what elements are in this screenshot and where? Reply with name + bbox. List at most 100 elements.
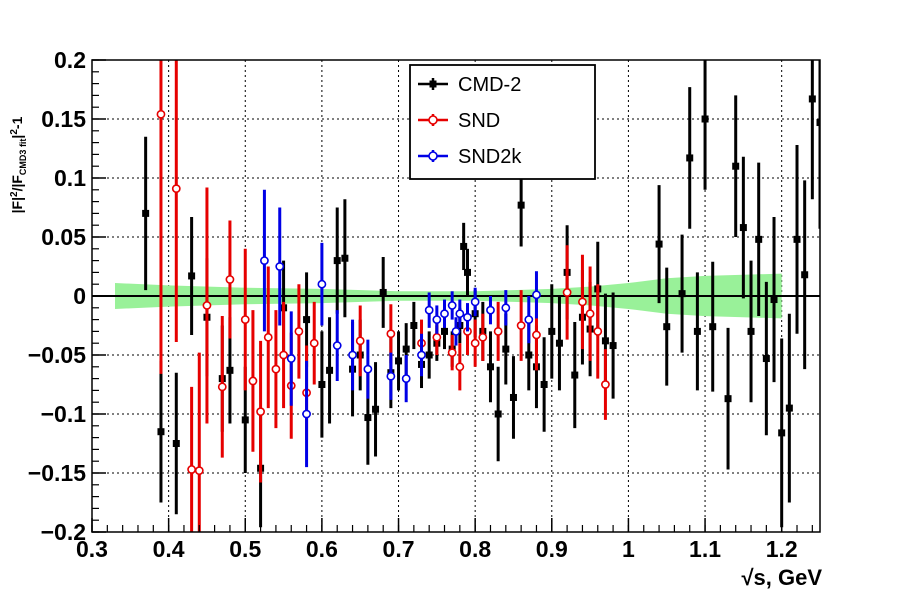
data-point xyxy=(816,119,820,127)
data-point xyxy=(686,154,694,162)
data-point xyxy=(171,184,181,194)
data-point xyxy=(824,316,831,323)
data-point xyxy=(494,410,502,418)
data-point xyxy=(402,345,410,353)
data-point xyxy=(501,303,511,313)
data-point xyxy=(585,309,595,319)
data-point xyxy=(424,305,434,315)
x-axis-title: √s, GeV xyxy=(741,565,822,590)
data-point xyxy=(693,327,701,335)
data-point xyxy=(441,327,449,335)
data-point xyxy=(341,254,349,262)
data-point xyxy=(470,338,480,348)
data-point xyxy=(578,297,587,307)
data-point xyxy=(263,332,273,342)
data-point xyxy=(188,272,196,280)
legend-label: CMD-2 xyxy=(458,74,521,96)
data-point xyxy=(451,326,461,336)
data-point xyxy=(294,326,304,336)
x-tick-label: 0.6 xyxy=(306,536,338,562)
data-point xyxy=(778,429,786,437)
data-point xyxy=(401,374,411,383)
data-series xyxy=(142,60,831,532)
data-point xyxy=(355,336,365,346)
data-point xyxy=(447,348,457,358)
data-point xyxy=(724,395,732,403)
data-point xyxy=(256,407,265,417)
data-point xyxy=(386,371,396,381)
data-point xyxy=(440,309,449,319)
data-point xyxy=(493,326,503,336)
y-tick-label: 0.1 xyxy=(54,165,86,191)
y-tick-label: −0.05 xyxy=(28,342,86,368)
data-point xyxy=(502,345,510,353)
data-point xyxy=(447,301,457,310)
data-point xyxy=(486,363,494,371)
data-point xyxy=(432,332,442,342)
data-point xyxy=(194,466,204,476)
legend-marker xyxy=(429,80,437,88)
data-point xyxy=(516,321,526,330)
data-point xyxy=(601,380,610,389)
data-point xyxy=(793,235,801,243)
legend-marker xyxy=(428,151,438,161)
y-axis-label-text: |F|2/|FCMD3 fit|2-1 xyxy=(9,116,28,213)
data-point xyxy=(372,405,380,413)
x-tick-label: 0.4 xyxy=(153,536,185,562)
data-point xyxy=(217,382,227,392)
data-point xyxy=(555,339,563,347)
x-tick-label: 0.3 xyxy=(76,536,108,562)
x-tick-label: 1.2 xyxy=(766,536,798,562)
data-point xyxy=(678,290,686,298)
y-tick-label: 0.05 xyxy=(41,224,86,250)
data-point xyxy=(275,262,285,271)
data-point xyxy=(593,326,603,336)
data-point xyxy=(241,416,249,424)
x-tick-label: 1.1 xyxy=(689,536,721,562)
data-point xyxy=(571,371,579,379)
data-point xyxy=(333,257,341,265)
series-snd2k xyxy=(260,189,541,468)
data-point xyxy=(332,341,342,350)
data-point xyxy=(302,409,311,419)
data-point xyxy=(326,366,334,374)
data-point xyxy=(226,366,234,374)
data-point xyxy=(202,301,212,310)
data-point xyxy=(463,268,471,276)
data-point xyxy=(386,329,396,339)
x-tick-label: 0.8 xyxy=(459,536,491,562)
y-tick-label: 0 xyxy=(73,283,86,309)
data-point xyxy=(348,350,357,360)
data-point xyxy=(532,330,541,340)
data-point xyxy=(417,350,426,360)
data-point xyxy=(172,440,180,447)
data-point xyxy=(364,414,372,422)
data-point xyxy=(303,316,311,324)
data-point xyxy=(410,322,418,329)
data-point xyxy=(455,309,465,319)
data-point xyxy=(801,271,809,279)
data-point xyxy=(225,275,235,284)
data-point xyxy=(709,323,717,331)
x-tick-label: 1 xyxy=(622,536,635,562)
data-point xyxy=(762,355,770,363)
legend: CMD-2 SND SND2k xyxy=(409,64,596,180)
data-point xyxy=(455,362,465,372)
data-point xyxy=(562,288,572,297)
data-point xyxy=(142,209,150,217)
data-point xyxy=(279,350,288,360)
data-point xyxy=(432,315,442,324)
data-point xyxy=(486,305,495,315)
data-point xyxy=(379,288,387,296)
legend-marker xyxy=(428,115,438,125)
data-point xyxy=(478,332,488,342)
data-point xyxy=(395,357,403,365)
data-point xyxy=(739,224,747,232)
y-axis-title: |F|2/|FCMD3 fit|2-1 xyxy=(9,116,28,213)
data-point xyxy=(524,315,534,324)
data-point xyxy=(663,323,671,331)
data-point xyxy=(548,327,556,335)
data-point xyxy=(260,256,269,265)
data-point xyxy=(425,351,433,359)
